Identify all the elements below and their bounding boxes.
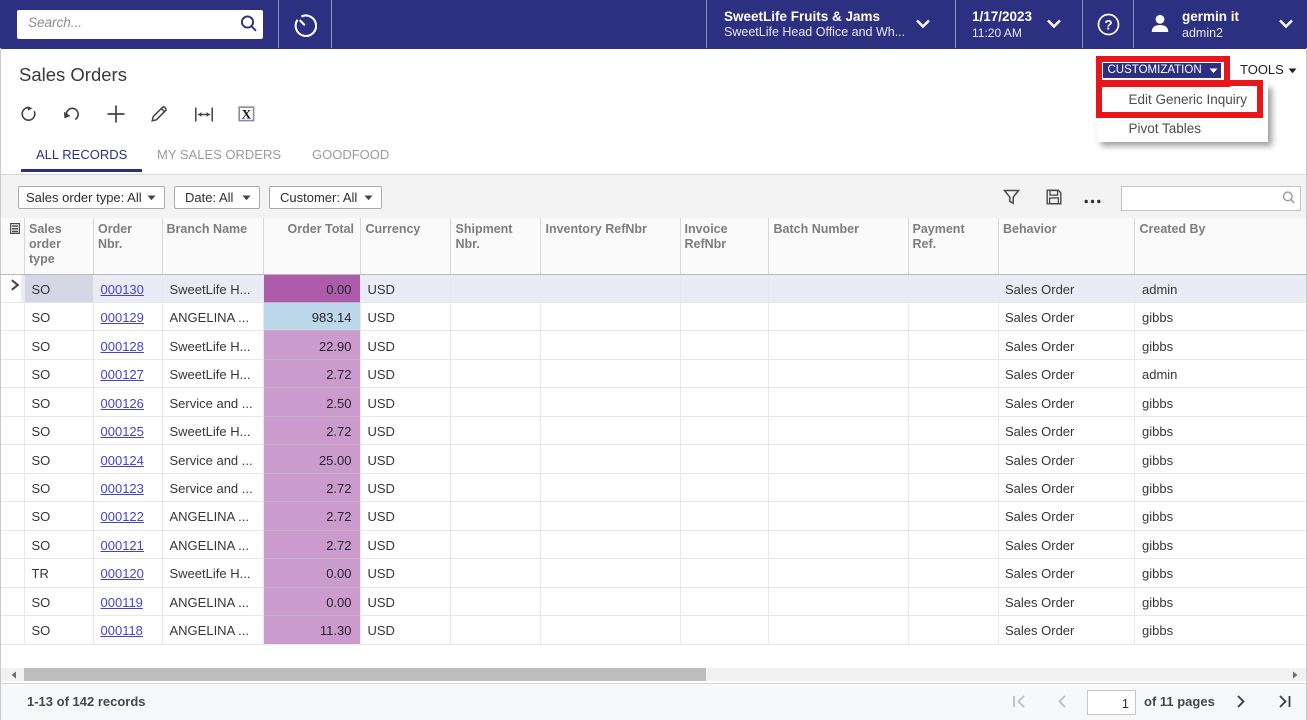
svg-text:?: ? <box>1104 17 1112 32</box>
svg-text:X: X <box>242 107 252 122</box>
